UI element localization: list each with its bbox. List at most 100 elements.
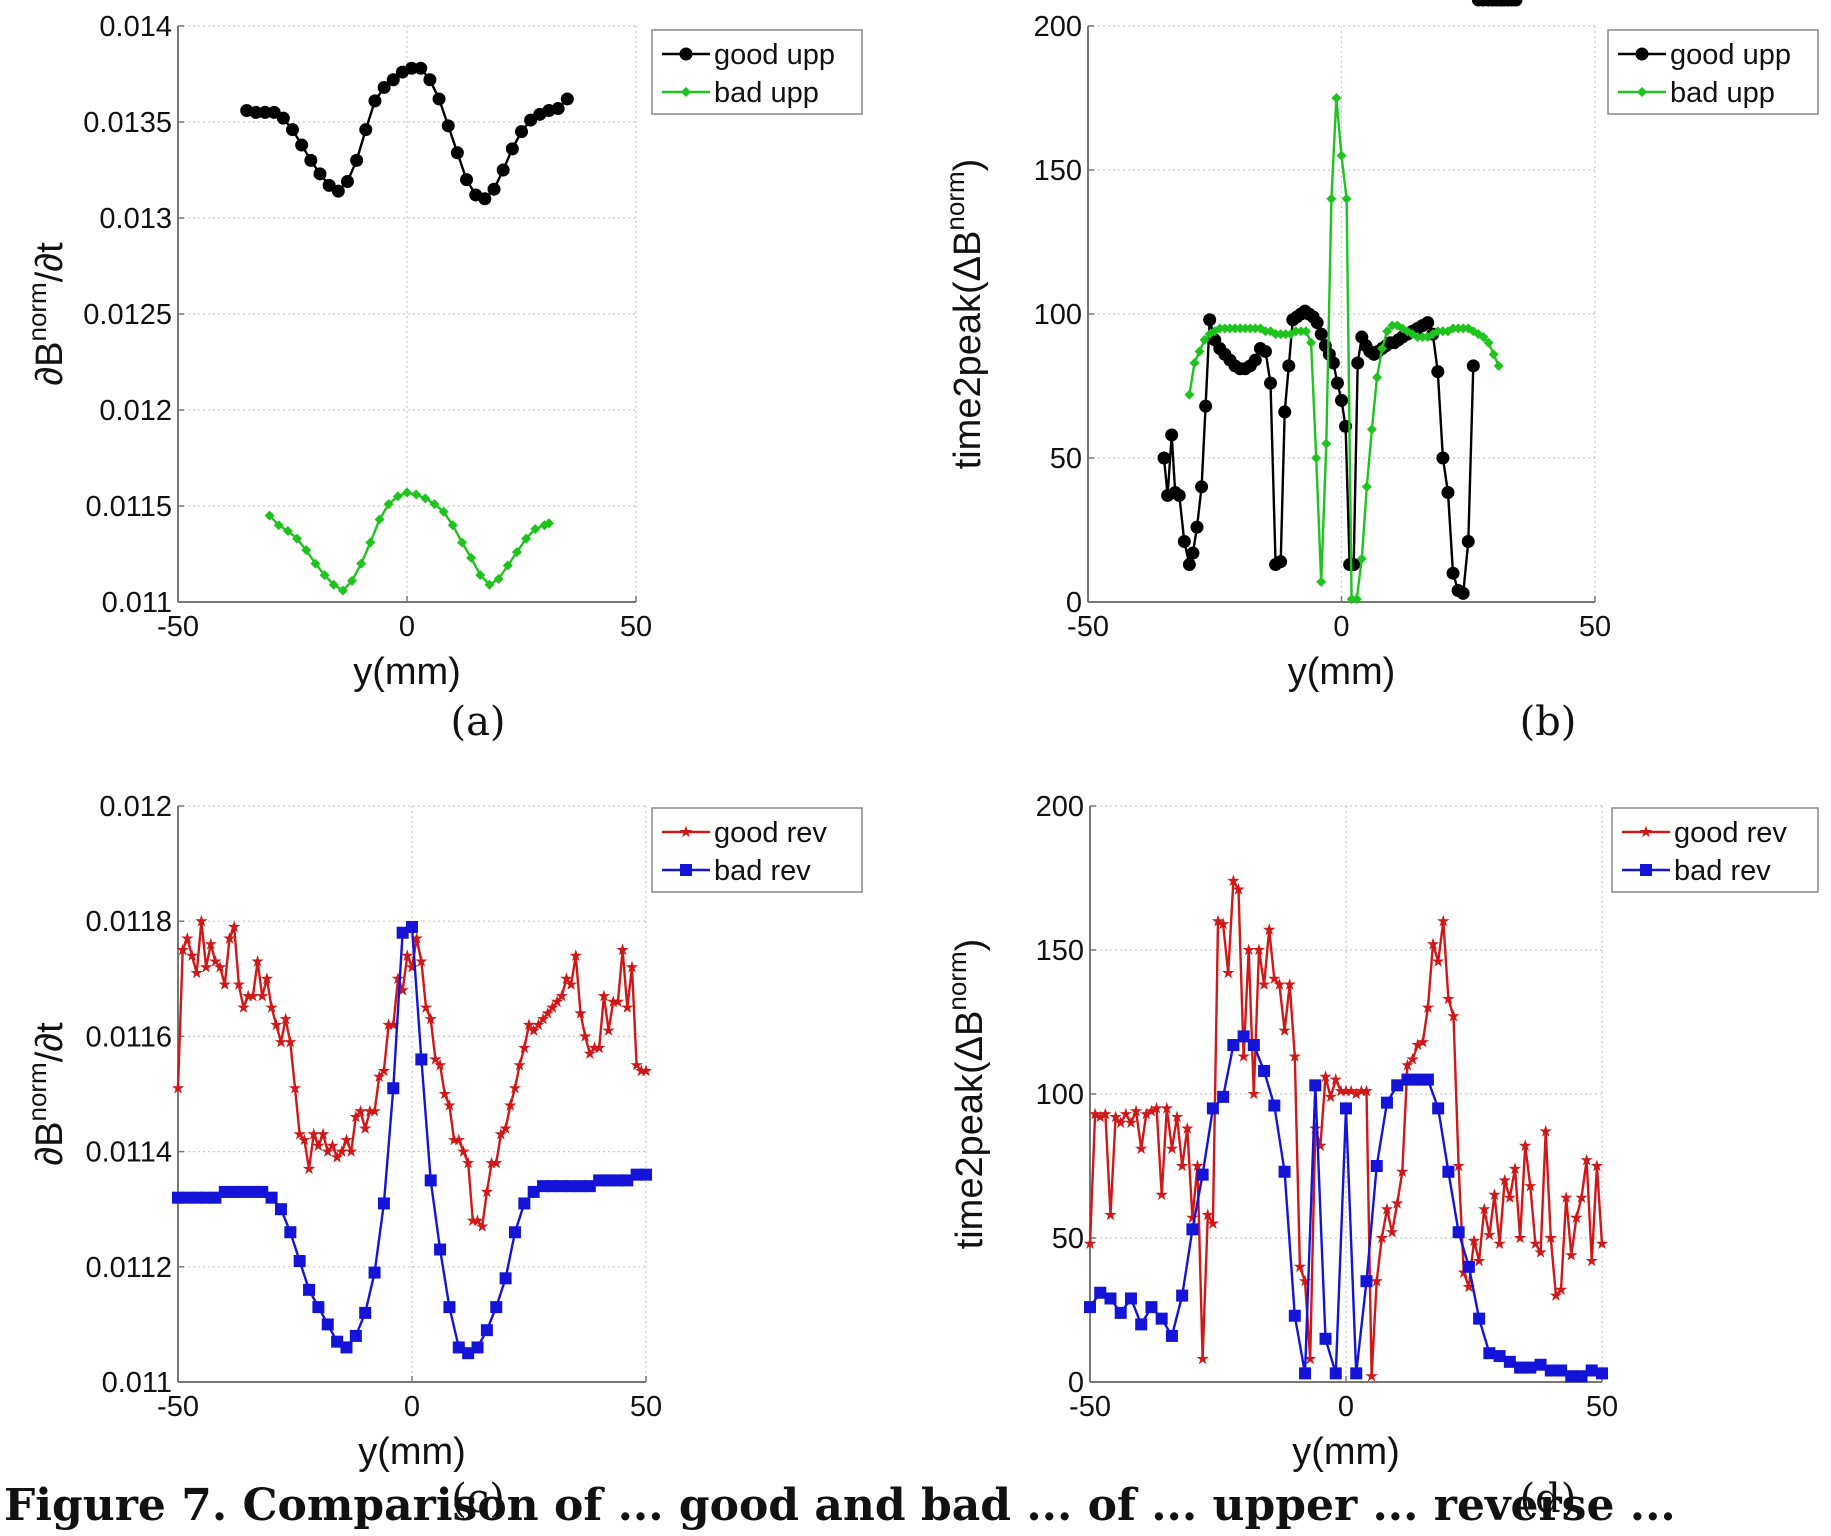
data-point	[406, 920, 418, 933]
legend-swatch-marker	[680, 864, 692, 876]
data-point	[518, 1041, 531, 1054]
data-point	[185, 949, 199, 961]
data-point	[396, 983, 409, 996]
data-point	[363, 1104, 377, 1117]
data-point	[1230, 323, 1241, 334]
data-point	[172, 1191, 184, 1204]
data-point	[382, 1018, 395, 1031]
legend-swatch-marker	[1640, 864, 1652, 876]
y-tick-label: 0	[1068, 1367, 1084, 1399]
data-point	[265, 1191, 278, 1204]
data-point	[347, 575, 358, 586]
data-point	[321, 1145, 334, 1157]
data-point	[611, 995, 625, 1008]
data-point	[1268, 1099, 1281, 1112]
legend-swatch-marker	[679, 825, 693, 838]
data-point	[1186, 546, 1200, 560]
data-point	[429, 1052, 442, 1065]
data-point	[593, 1174, 606, 1187]
data-point	[1508, 1162, 1522, 1175]
data-point	[462, 1156, 475, 1169]
data-point	[276, 111, 290, 125]
data-point	[1456, 586, 1470, 600]
data-point	[494, 1127, 508, 1140]
data-point	[228, 1185, 241, 1198]
data-point	[1350, 1367, 1363, 1380]
data-point	[1432, 1102, 1445, 1115]
data-point	[532, 1018, 545, 1031]
data-point	[251, 955, 264, 967]
data-point	[1237, 1050, 1250, 1062]
data-point	[293, 1127, 306, 1140]
data-point	[293, 1255, 306, 1268]
data-point	[1442, 1165, 1455, 1178]
data-point	[1186, 1223, 1199, 1236]
data-point	[433, 1058, 447, 1071]
data-point	[1211, 914, 1225, 927]
data-point	[1448, 323, 1459, 334]
data-point	[480, 1324, 493, 1337]
data-point	[260, 972, 274, 985]
x-tick-label: 0	[404, 1391, 420, 1423]
data-point	[274, 1035, 288, 1048]
data-point	[246, 989, 260, 1002]
data-point	[391, 972, 405, 985]
data-point	[1135, 1318, 1148, 1331]
x-tick-label: 0	[1338, 1391, 1354, 1423]
data-point	[1503, 1191, 1516, 1203]
data-point	[1335, 393, 1348, 407]
legend-swatch-marker	[1637, 87, 1647, 97]
data-point	[368, 94, 382, 108]
data-point	[335, 1145, 348, 1157]
data-point	[1478, 332, 1489, 343]
data-point	[345, 1145, 358, 1157]
data-point	[579, 1029, 592, 1042]
data-point	[288, 1081, 302, 1094]
data-point	[387, 1018, 400, 1031]
data-point	[1088, 1107, 1102, 1120]
data-point	[1396, 1165, 1409, 1177]
data-point	[1290, 326, 1301, 337]
data-point	[1222, 966, 1235, 979]
data-point	[1250, 323, 1261, 334]
data-point	[313, 167, 327, 181]
data-point	[312, 1301, 325, 1314]
data-point	[377, 80, 391, 94]
legend-swatch-marker	[679, 47, 693, 61]
data-point	[1245, 323, 1256, 334]
data-point	[471, 1214, 484, 1226]
data-point	[466, 1214, 479, 1226]
data-point	[1114, 1306, 1127, 1319]
data-point	[1298, 1274, 1312, 1287]
data-point	[410, 932, 423, 944]
data-point	[630, 1168, 643, 1181]
data-point	[1319, 1070, 1332, 1082]
data-point	[543, 518, 554, 529]
chart-b: -50 0 50050100150200y(mm)time2peak(ΔBnorm)…	[940, 0, 1819, 745]
data-point	[321, 1318, 334, 1331]
data-point	[1385, 1225, 1399, 1238]
data-point	[1509, 0, 1523, 7]
data-point	[1346, 594, 1357, 605]
y-axis-label-suffix: )	[949, 939, 991, 952]
data-point	[1199, 399, 1213, 413]
data-point	[1165, 428, 1179, 442]
data-point	[1524, 1179, 1537, 1192]
data-point	[1293, 1260, 1307, 1273]
data-point	[237, 1001, 250, 1013]
data-point	[1191, 1159, 1204, 1172]
data-point	[1355, 1084, 1368, 1097]
y-axis-label: time2peak(ΔBnorm)	[940, 159, 989, 470]
data-point	[518, 1197, 531, 1210]
data-point	[1314, 327, 1328, 341]
legend: good upp bad upp	[1607, 29, 1819, 115]
data-point	[1462, 1260, 1475, 1273]
y-tick-label: 150	[1036, 935, 1084, 967]
data-point	[176, 943, 189, 956]
data-point	[1340, 1102, 1352, 1115]
data-point	[1361, 481, 1372, 492]
data-point	[1493, 1350, 1506, 1363]
data-point	[264, 510, 275, 521]
data-point	[258, 105, 272, 119]
x-axis-label: y(mm)	[1288, 651, 1396, 693]
